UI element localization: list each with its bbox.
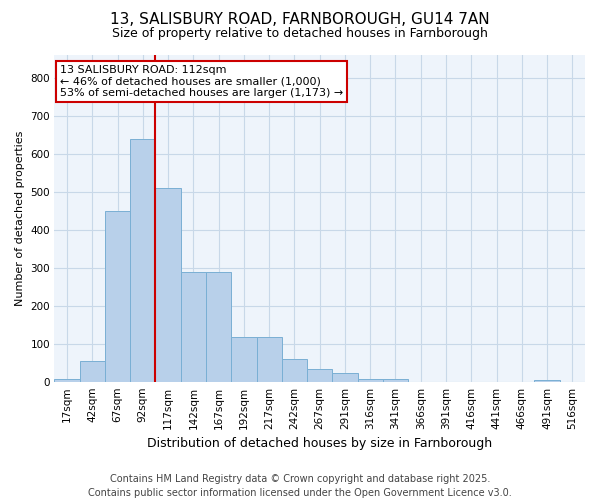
X-axis label: Distribution of detached houses by size in Farnborough: Distribution of detached houses by size … bbox=[147, 437, 492, 450]
Text: 13, SALISBURY ROAD, FARNBOROUGH, GU14 7AN: 13, SALISBURY ROAD, FARNBOROUGH, GU14 7A… bbox=[110, 12, 490, 28]
Bar bbox=[231, 336, 257, 382]
Bar bbox=[358, 380, 383, 382]
Bar bbox=[181, 272, 206, 382]
Text: 13 SALISBURY ROAD: 112sqm
← 46% of detached houses are smaller (1,000)
53% of se: 13 SALISBURY ROAD: 112sqm ← 46% of detac… bbox=[59, 65, 343, 98]
Bar bbox=[206, 272, 231, 382]
Bar bbox=[307, 369, 332, 382]
Bar bbox=[55, 378, 80, 382]
Bar bbox=[332, 373, 358, 382]
Bar bbox=[80, 362, 105, 382]
Bar bbox=[257, 336, 282, 382]
Bar bbox=[105, 211, 130, 382]
Bar bbox=[535, 380, 560, 382]
Y-axis label: Number of detached properties: Number of detached properties bbox=[15, 131, 25, 306]
Bar bbox=[130, 138, 155, 382]
Bar bbox=[155, 188, 181, 382]
Bar bbox=[282, 359, 307, 382]
Text: Size of property relative to detached houses in Farnborough: Size of property relative to detached ho… bbox=[112, 28, 488, 40]
Bar bbox=[383, 380, 408, 382]
Text: Contains HM Land Registry data © Crown copyright and database right 2025.
Contai: Contains HM Land Registry data © Crown c… bbox=[88, 474, 512, 498]
